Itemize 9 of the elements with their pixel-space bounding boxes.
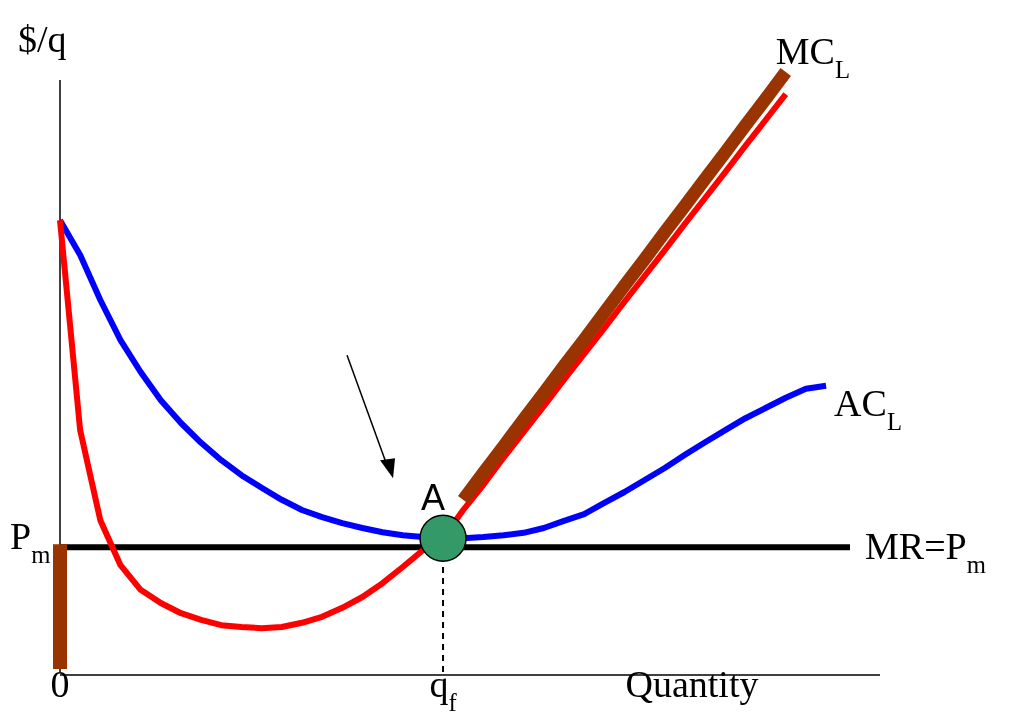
ref-line-label: MR=P$_{m}$: [865, 525, 986, 578]
annotation: A: [421, 477, 446, 519]
x-tick-label: 0: [50, 663, 70, 705]
annotation: P$_{m}$: [10, 515, 51, 568]
x-axis-title: Quantity: [625, 663, 759, 705]
series-label: AC$_{L}$: [834, 381, 902, 435]
series-label: MC$_{L}$: [775, 30, 850, 83]
x-tick-label: q$_{f}$: [429, 663, 458, 716]
y-axis-title: $/q: [18, 18, 67, 60]
